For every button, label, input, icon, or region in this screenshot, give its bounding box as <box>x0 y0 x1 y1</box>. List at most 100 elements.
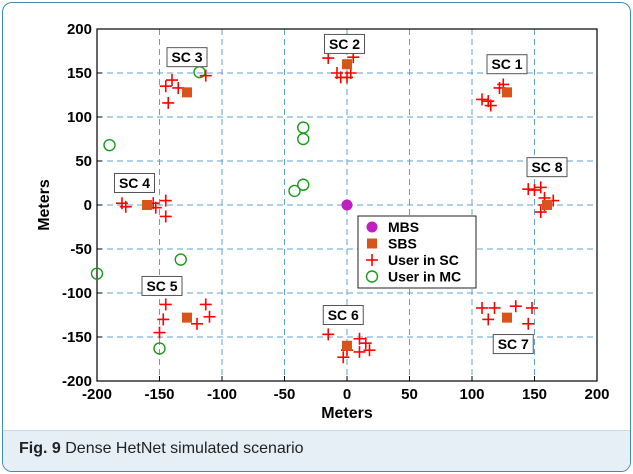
sc-label: SC 4 <box>119 175 150 191</box>
sc-label: SC 5 <box>146 278 177 294</box>
x-tick-label: -200 <box>82 386 112 403</box>
x-tick-label: 150 <box>522 386 547 403</box>
sc-label-box <box>492 334 534 355</box>
user-in-mc-point <box>90 267 104 280</box>
user-in-mc-point <box>297 178 310 191</box>
y-tick-label: -200 <box>62 373 92 390</box>
user-in-sc-point <box>166 74 178 87</box>
legend-marker-user-in-mc <box>365 270 379 283</box>
legend-marker-sbs <box>367 238 377 249</box>
x-axis-label: Meters <box>321 405 373 422</box>
sc-label: SC 1 <box>491 56 522 72</box>
x-tick-label: 50 <box>401 386 418 403</box>
sc-label: SC 6 <box>328 307 359 323</box>
sc-label-box <box>166 47 208 68</box>
user-in-sc-point <box>159 210 172 223</box>
user-in-sc-point <box>191 317 203 330</box>
user-in-sc-point <box>199 298 212 311</box>
scatter-chart: -200 -150 -100 -50 0 50 100 150 200 -200 -150 -100 -… <box>36 21 610 422</box>
user-in-sc-point <box>162 96 175 109</box>
sc-label: SC 3 <box>171 49 202 65</box>
y-tick-label: 200 <box>67 21 92 38</box>
user-in-mc-point <box>288 184 301 198</box>
legend-label-mbs: MBS <box>388 219 419 235</box>
user-in-sc-point <box>476 93 488 106</box>
sbs-point <box>342 59 352 70</box>
legend-marker-mbs <box>366 221 378 233</box>
user-in-sc-point <box>353 332 366 345</box>
sc-label-box <box>322 305 364 325</box>
user-in-sc-point <box>488 301 501 314</box>
user-in-mc-point <box>153 342 166 355</box>
figure-caption: Fig. 9 Dense HetNet simulated scenario <box>19 440 304 458</box>
user-in-sc-point <box>322 52 335 65</box>
sc-label-box <box>526 157 568 178</box>
x-tick-label: 100 <box>459 386 484 403</box>
x-tick-label: 0 <box>343 386 351 403</box>
sbs-point <box>142 200 152 210</box>
sc-label-box <box>324 33 365 54</box>
figure-caption-text: Dense HetNet simulated scenario <box>65 440 304 457</box>
y-tick-label: -150 <box>62 329 92 346</box>
user-in-sc-point <box>363 344 376 357</box>
user-in-sc-point <box>484 99 497 112</box>
user-in-sc-point <box>157 313 170 326</box>
y-tick-label: 150 <box>67 65 92 82</box>
user-in-sc-point <box>526 301 538 314</box>
figure-label: Fig. 9 <box>19 440 61 457</box>
legend-marker-user-in-sc <box>366 254 378 266</box>
sbs-point <box>502 87 512 98</box>
sbs-point <box>182 87 192 98</box>
sbs-point <box>182 312 192 323</box>
user-in-mc-point <box>297 132 310 146</box>
sc-label-box <box>486 54 528 75</box>
sc-label: SC 8 <box>531 159 562 175</box>
user-in-sc-point <box>534 206 547 219</box>
y-tick-label: -50 <box>70 241 92 258</box>
x-tick-label: -150 <box>144 386 174 403</box>
user-in-sc-point <box>199 69 212 82</box>
y-tick-label: -100 <box>62 285 92 302</box>
mbs-point <box>341 199 353 211</box>
user-in-sc-point <box>159 194 172 207</box>
user-in-sc-point <box>359 337 372 350</box>
user-in-mc-point <box>174 253 187 266</box>
user-in-sc-point <box>522 183 535 196</box>
sc-label: SC 7 <box>498 336 529 352</box>
user-in-sc-point <box>159 298 172 311</box>
user-in-sc-point <box>528 184 541 197</box>
user-in-sc-point <box>522 317 535 330</box>
caption-bar: Fig. 9 Dense HetNet simulated scenario <box>3 430 630 471</box>
sc-label: SC 2 <box>329 36 360 52</box>
user-in-sc-point <box>353 345 366 358</box>
sbs-point <box>502 312 512 323</box>
user-in-sc-point <box>159 80 172 93</box>
x-tick-label: -100 <box>207 386 237 403</box>
user-in-sc-point <box>119 200 132 213</box>
user-in-sc-point <box>476 301 488 314</box>
sbs-point <box>542 200 552 210</box>
sc-label-box <box>141 275 183 296</box>
x-tick-label: -50 <box>274 386 296 403</box>
sbs-point <box>342 340 352 351</box>
user-in-sc-point <box>322 328 335 341</box>
x-tick-label: 200 <box>584 386 609 403</box>
legend-label-user-in-mc: User in MC <box>388 269 461 285</box>
sc-label-box <box>114 173 155 193</box>
y-tick-label: 50 <box>75 153 92 170</box>
user-in-mc-point <box>103 138 116 152</box>
y-axis-label: Meters <box>36 179 53 231</box>
y-tick-label: 0 <box>84 197 92 214</box>
user-in-sc-point <box>337 351 350 364</box>
y-tick-label: 100 <box>67 109 92 126</box>
user-in-sc-point <box>534 181 547 194</box>
user-in-sc-point <box>203 310 216 323</box>
legend-label-user-in-sc: User in SC <box>388 252 459 268</box>
legend-label-sbs: SBS <box>388 236 417 252</box>
user-in-sc-point <box>153 326 166 339</box>
user-in-sc-point <box>482 313 495 326</box>
legend-box <box>357 215 477 289</box>
user-in-sc-point <box>509 300 522 313</box>
